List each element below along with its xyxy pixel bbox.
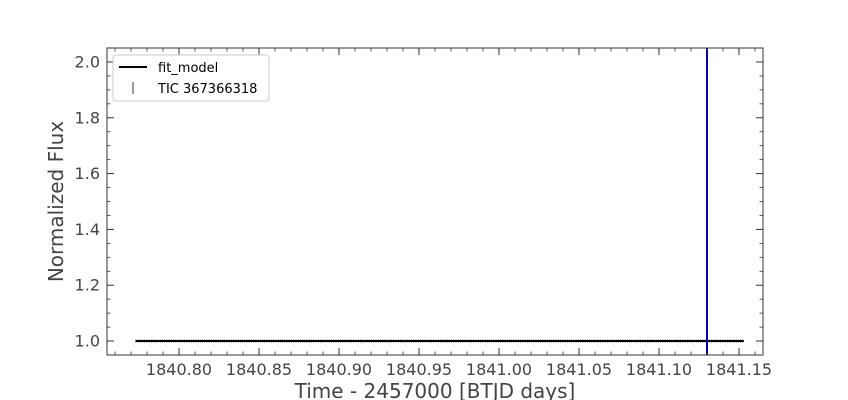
x-tick-label: 1840.85 (226, 360, 292, 379)
y-tick-label: 1.8 (75, 108, 100, 127)
legend: fit_model TIC 367366318 (112, 54, 270, 102)
x-tick-label: 1841.15 (706, 360, 772, 379)
x-tick-label: 1841.00 (466, 360, 532, 379)
legend-tic-label: TIC 367366318 (157, 82, 257, 97)
y-tick-label: 1.6 (75, 164, 100, 183)
x-tick-label: 1840.80 (146, 360, 212, 379)
x-axis-label: Time - 2457000 [BTJD days] (294, 379, 576, 400)
y-axis-label: Normalized Flux (44, 121, 68, 283)
x-tick-label: 1841.10 (626, 360, 692, 379)
x-tick-label: 1841.05 (546, 360, 612, 379)
ticks-layer: 1840.80 1840.85 1840.90 1840.95 1841.00 1841.… (75, 47, 772, 379)
data-layer (135, 48, 744, 355)
y-tick-label: 1.0 (75, 332, 100, 351)
legend-box (112, 54, 270, 102)
y-tick-label: 1.2 (75, 276, 100, 295)
y-tick-label: 2.0 (75, 52, 100, 71)
legend-fit-model-label: fit_model (158, 61, 218, 76)
x-tick-label: 1840.90 (306, 360, 372, 379)
y-tick-label: 1.4 (75, 220, 100, 239)
x-tick-label: 1840.95 (386, 360, 452, 379)
